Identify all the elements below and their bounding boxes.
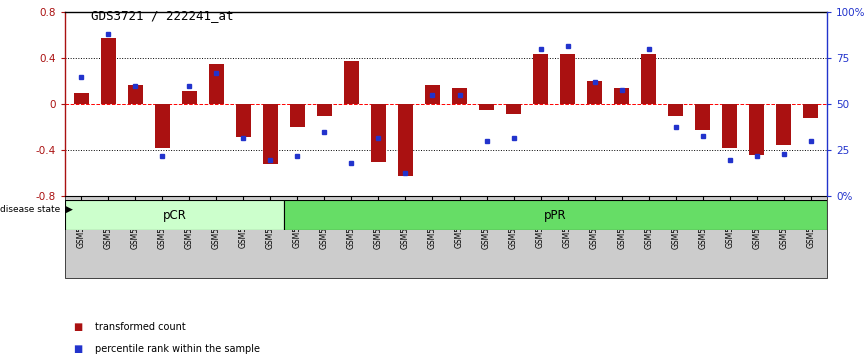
Text: ■: ■ [74, 344, 83, 354]
Bar [722, 104, 737, 148]
Bar [155, 104, 170, 148]
Bar [776, 104, 792, 145]
Bar [128, 85, 143, 104]
Bar [425, 85, 440, 104]
Bar [749, 104, 764, 155]
Bar [236, 104, 251, 137]
Bar [695, 104, 710, 130]
Text: GDS3721 / 222241_at: GDS3721 / 222241_at [91, 9, 234, 22]
Bar [74, 93, 88, 104]
Bar [209, 64, 223, 104]
Bar [479, 104, 494, 110]
Text: percentile rank within the sample: percentile rank within the sample [95, 344, 261, 354]
Bar [65, 200, 284, 230]
Bar [669, 104, 683, 116]
Text: ■: ■ [74, 322, 83, 332]
Bar [290, 104, 305, 127]
Bar [641, 54, 656, 104]
Text: pPR: pPR [544, 209, 566, 222]
Bar [587, 81, 602, 104]
Bar [804, 104, 818, 118]
Bar [317, 104, 332, 116]
Bar [398, 104, 413, 176]
Bar [614, 88, 629, 104]
Text: transformed count: transformed count [95, 322, 186, 332]
Bar [182, 91, 197, 104]
Bar [371, 104, 386, 162]
Bar [100, 38, 116, 104]
Text: pCR: pCR [163, 209, 186, 222]
Bar [344, 61, 359, 104]
Bar [560, 54, 575, 104]
Bar [263, 104, 278, 164]
Bar [506, 104, 521, 114]
Text: disease state  ▶: disease state ▶ [0, 205, 73, 214]
Bar [452, 88, 467, 104]
Bar [533, 54, 548, 104]
Bar [284, 200, 827, 230]
